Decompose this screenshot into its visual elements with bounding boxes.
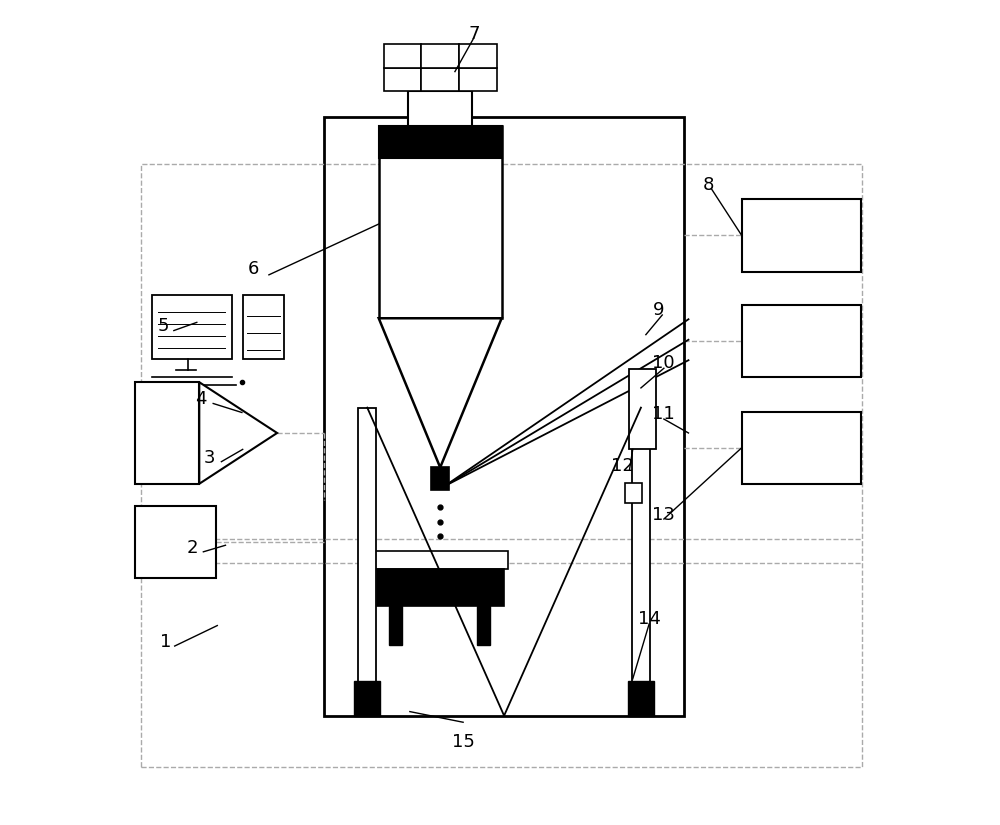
Text: 13: 13 — [652, 506, 675, 524]
Text: 9: 9 — [652, 301, 664, 319]
Bar — [742, 200, 861, 271]
Bar — [632, 408, 650, 716]
Bar — [379, 125, 502, 318]
Bar — [373, 551, 508, 569]
Text: 5: 5 — [157, 318, 169, 336]
Bar — [629, 369, 656, 450]
Bar — [324, 117, 684, 716]
Bar — [625, 483, 642, 503]
Bar — [408, 92, 472, 125]
Bar — [742, 305, 861, 377]
Text: 6: 6 — [248, 260, 259, 278]
Bar — [421, 68, 459, 92]
Bar — [141, 164, 862, 766]
Text: 10: 10 — [652, 354, 675, 372]
Bar — [389, 606, 402, 645]
Text: 8: 8 — [703, 176, 715, 194]
Bar — [358, 408, 376, 716]
Bar — [384, 44, 421, 68]
Bar — [152, 295, 232, 359]
Text: 14: 14 — [638, 610, 661, 628]
Text: 11: 11 — [652, 405, 675, 423]
Bar — [477, 606, 490, 645]
Text: 7: 7 — [469, 25, 480, 43]
Bar — [431, 468, 449, 490]
Text: 2: 2 — [187, 539, 198, 557]
Bar — [135, 382, 199, 483]
Text: 1: 1 — [160, 633, 171, 651]
Bar — [243, 295, 284, 359]
Bar — [459, 68, 497, 92]
Text: 3: 3 — [203, 449, 215, 467]
Bar — [742, 412, 861, 483]
Bar — [379, 125, 502, 158]
Polygon shape — [199, 382, 277, 483]
Polygon shape — [379, 318, 502, 468]
Text: 12: 12 — [611, 457, 634, 474]
Bar — [377, 569, 504, 606]
Bar — [135, 506, 216, 578]
Text: 4: 4 — [195, 390, 207, 408]
Bar — [459, 44, 497, 68]
Bar — [384, 68, 421, 92]
Bar — [628, 681, 654, 716]
Text: 15: 15 — [452, 733, 475, 751]
Bar — [421, 44, 459, 68]
Bar — [354, 681, 380, 716]
